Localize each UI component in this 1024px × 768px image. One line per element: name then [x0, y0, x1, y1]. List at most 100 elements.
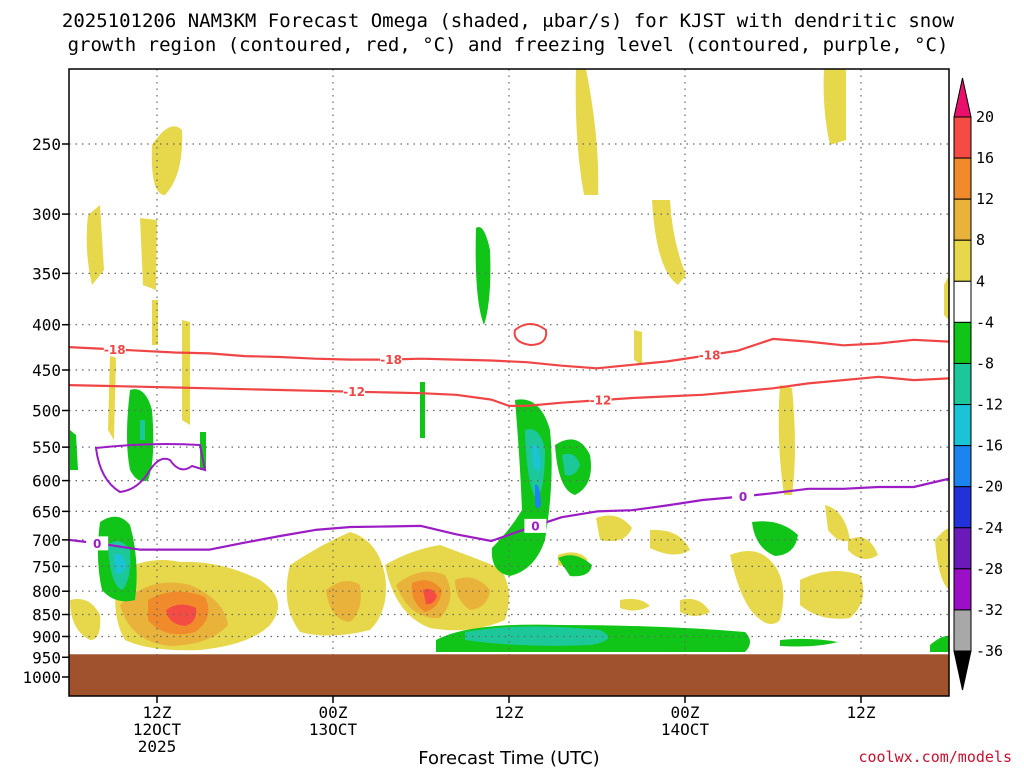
colorbar-label-2: 12: [976, 190, 994, 208]
colorbar-cell-7: [953, 404, 972, 447]
colorbar-label-1: 16: [976, 149, 994, 167]
chart-title-line2: growth region (contoured, red, °C) and f…: [68, 34, 949, 56]
shade-green-10: [752, 521, 798, 556]
contour-series-0: [69, 337, 949, 370]
shade-red-1: [166, 604, 197, 626]
contour-label-bg-2: [698, 348, 721, 363]
contour-lines: [69, 337, 949, 551]
shade-yellow-13: [70, 599, 101, 640]
shade-green-7: [491, 399, 552, 576]
y-tick-label-950: 950: [32, 648, 61, 667]
contour-label-4: -12: [590, 394, 612, 408]
colorbar-cell-9: [953, 486, 972, 529]
y-tick-label-900: 900: [32, 627, 61, 646]
y-tick-label-600: 600: [32, 472, 61, 491]
shade-green-13: [930, 635, 949, 652]
shade-yellow-18: [650, 529, 690, 555]
shade-green-9: [558, 555, 592, 577]
y-tick-label-500: 500: [32, 402, 61, 421]
omega-shading: [70, 69, 949, 652]
shade-green-12: [780, 638, 838, 647]
colorbar-label-4: 4: [976, 272, 985, 290]
shade-yellow-20: [800, 571, 864, 619]
colorbar-cell-2: [953, 198, 972, 241]
y-tick-label-850: 850: [32, 606, 61, 625]
y-tick-label-400: 400: [32, 316, 61, 335]
y-tick-label-650: 650: [32, 502, 61, 521]
contour-label-7: 0: [739, 490, 747, 504]
shade-yellow-19: [730, 551, 784, 624]
colorbar-label-5: -4: [976, 313, 994, 331]
contour-series-2: [69, 477, 949, 551]
shade-green-2: [420, 382, 425, 438]
dgz-closed-contour: [513, 323, 548, 347]
shade-yellow-5: [182, 320, 190, 425]
shade-green-4: [70, 430, 78, 470]
shade-yellow-17: [596, 515, 632, 542]
shade-yellow-4: [152, 300, 158, 345]
shade-yellow-21: [825, 505, 850, 542]
contour-label-bg-1: [380, 352, 403, 367]
colorbar-cell-4: [953, 280, 972, 323]
colorbar-cell-11: [953, 568, 972, 611]
contour-label-0: -18: [104, 343, 126, 357]
shade-yellow-11: [778, 385, 795, 495]
x-tick-label-1-1: 13OCT: [309, 720, 358, 739]
x-tick-label-1-0: 00Z: [319, 703, 348, 722]
colorbar-label-3: 8: [976, 231, 985, 249]
colorbar-label-0: 20: [976, 108, 994, 126]
y-axis: 250 300 350 400 450 500 550 600 650 700 750 800 850 9…: [22, 135, 69, 687]
shade-blue-1: [535, 484, 541, 509]
shade-yellow-1: [151, 126, 183, 195]
contour-series-1: [69, 375, 949, 407]
colorbar: 20 16 12 8 4 -4 -8 -12 -16 -20 -24 -28 -32 -36: [953, 77, 1003, 691]
y-tick-label-550: 550: [32, 438, 61, 457]
shade-yellow-7: [575, 69, 599, 195]
shade-yellow-25: [620, 598, 650, 611]
x-tick-label-4-0: 12Z: [847, 703, 876, 722]
contour-label-bg-6: [524, 518, 547, 533]
contour-label-bg-4: [589, 393, 612, 408]
colorbar-label-10: -24: [976, 519, 1003, 537]
colorbar-cell-3: [953, 239, 972, 282]
shade-yellow-6: [108, 355, 116, 440]
shade-gold-2: [326, 581, 361, 622]
shade-red-2: [423, 588, 437, 605]
x-tick-label-0-0: 12Z: [143, 703, 172, 722]
shade-gold-4: [455, 577, 490, 610]
colorbar-cell-0: [953, 116, 972, 159]
contour-label-3: -12: [343, 385, 365, 399]
colorbar-label-6: -8: [976, 354, 994, 372]
y-tick-label-800: 800: [32, 582, 61, 601]
colorbar-label-7: -12: [976, 396, 1003, 414]
shade-yellow-2: [86, 205, 104, 285]
colorbar-cell-8: [953, 445, 972, 488]
shade-yellow-22: [848, 537, 878, 559]
shade-yellow-23: [935, 528, 949, 590]
colorbar-label-13: -36: [976, 642, 1003, 660]
terrain-ground: [69, 654, 949, 696]
chart-title-line1: 2025101206 NAM3KM Forecast Omega (shaded…: [62, 10, 955, 32]
contour-label-1: -18: [380, 353, 402, 367]
colorbar-cell-5: [953, 321, 972, 364]
y-tick-label-450: 450: [32, 361, 61, 380]
y-tick-label-250: 250: [32, 135, 61, 154]
shade-teal-4: [465, 626, 608, 646]
y-tick-label-350: 350: [32, 264, 61, 283]
shade-yellow-12: [944, 275, 949, 320]
colorbar-label-9: -20: [976, 478, 1003, 496]
contour-labels: -18 -18 -18 -12 -12 0 0 0: [86, 342, 755, 551]
shade-green-1: [475, 226, 491, 325]
colorbar-cell-10: [953, 527, 972, 570]
shade-cyan-1: [114, 553, 126, 574]
contour-label-6: 0: [531, 519, 539, 533]
colorbar-top-triangle: [953, 77, 972, 118]
contour-label-bg-5: [86, 536, 109, 551]
x-tick-label-3-0: 00Z: [671, 703, 700, 722]
colorbar-cell-6: [953, 362, 972, 406]
shade-teal-5: [140, 420, 145, 440]
y-tick-label-700: 700: [32, 531, 61, 550]
shade-yellow-9: [823, 69, 846, 145]
